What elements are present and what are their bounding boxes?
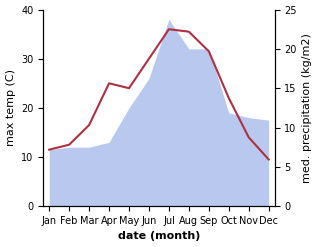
X-axis label: date (month): date (month) xyxy=(118,231,200,242)
Y-axis label: max temp (C): max temp (C) xyxy=(5,69,16,146)
Y-axis label: med. precipitation (kg/m2): med. precipitation (kg/m2) xyxy=(302,33,313,183)
